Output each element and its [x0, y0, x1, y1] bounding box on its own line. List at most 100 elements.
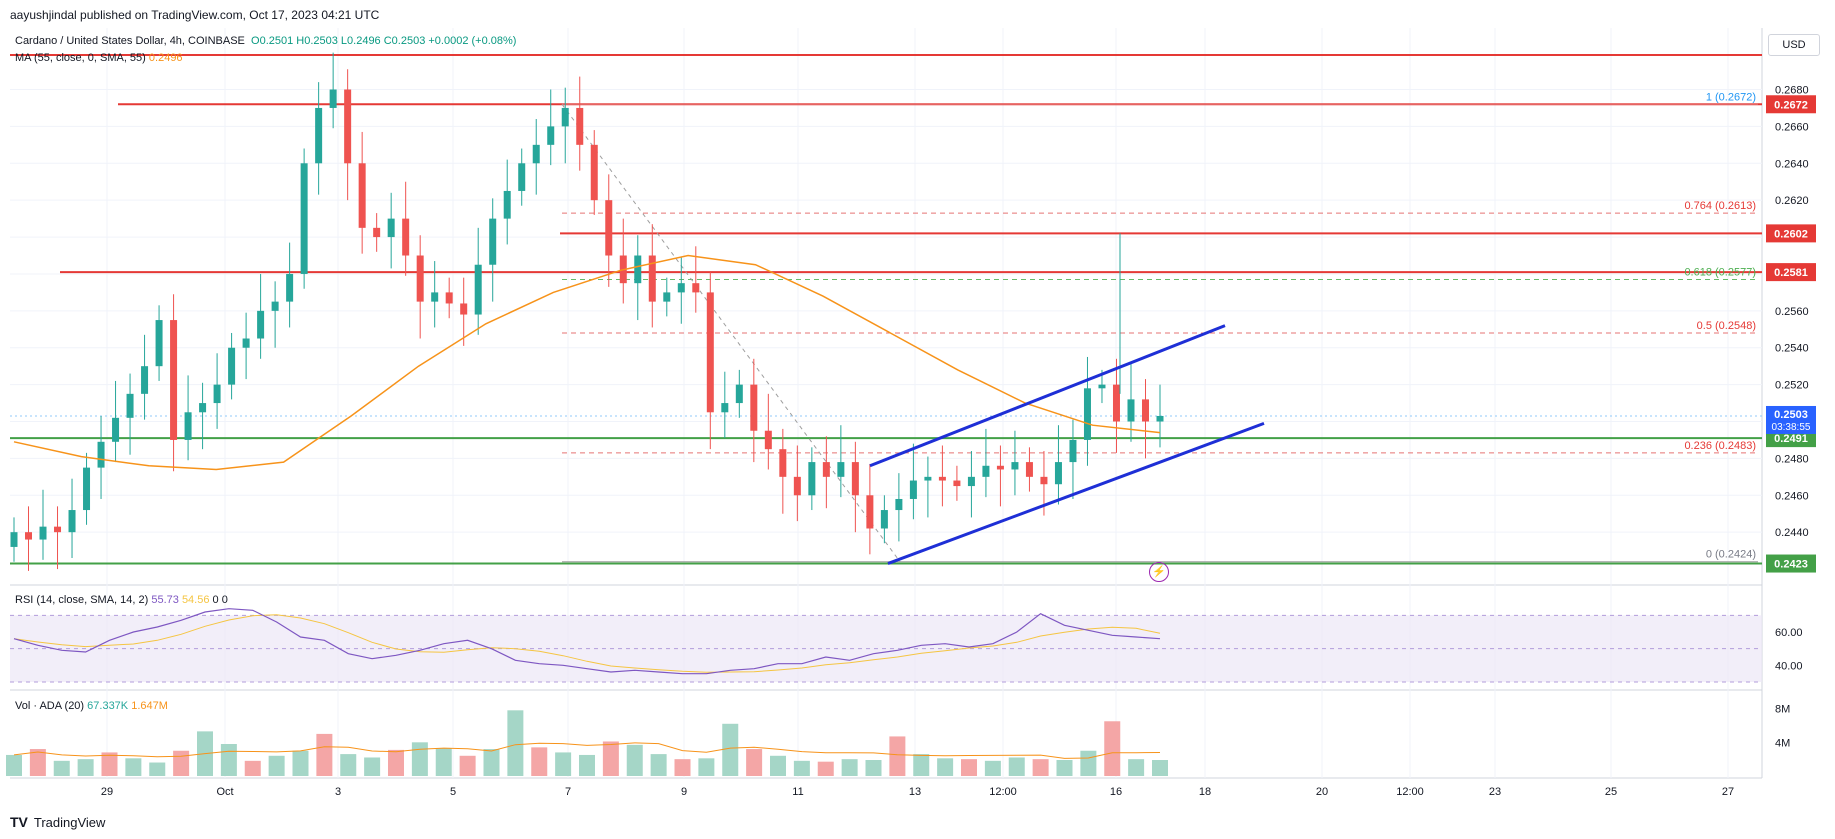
x-tick-label: 11 — [792, 786, 803, 798]
candle-body — [1127, 399, 1135, 422]
candle-body — [808, 462, 816, 496]
fib-level-label: 0.236 (0.2483) — [1684, 440, 1756, 452]
candle-body — [170, 320, 178, 440]
candle-body — [228, 347, 236, 385]
volume-ma-line — [13, 742, 1161, 759]
candle-body — [851, 462, 859, 496]
candle-body — [402, 218, 410, 256]
volume-ma-value: 1.647M — [131, 700, 168, 712]
candle-body — [68, 510, 76, 533]
candle-body — [329, 89, 337, 108]
volume-bar — [746, 749, 763, 776]
tradingview-logo-icon: TV — [10, 814, 28, 830]
candle-body — [663, 292, 671, 302]
rsi-value: 55.73 — [151, 594, 179, 606]
published-by: aayushjindal published on TradingView.co… — [10, 8, 380, 22]
currency-button[interactable]: USD — [1768, 34, 1820, 56]
resistance-price-label: 0.2602 — [1774, 228, 1808, 240]
candle-body — [387, 218, 395, 238]
volume-bar — [268, 755, 285, 776]
candle-body — [286, 273, 294, 302]
rsi-label: RSI (14, close, SMA, 14, 2) — [15, 594, 149, 606]
candle-body — [213, 384, 221, 404]
rsi-line — [13, 608, 1161, 675]
x-tick-label: 3 — [335, 786, 341, 798]
candle-body — [10, 532, 18, 547]
candle-body — [547, 126, 555, 145]
rsi-extra: 0 0 — [212, 594, 228, 606]
candle-body — [1112, 384, 1120, 422]
resistance-price-label: 0.2672 — [1774, 99, 1808, 111]
candle-body — [996, 465, 1004, 470]
volume-bar — [913, 754, 930, 776]
candle-body — [561, 107, 569, 127]
volume-legend[interactable]: Vol · ADA (20) 67.337K 1.647M — [15, 700, 168, 712]
ma-legend[interactable]: MA (55, close, 0, SMA, 55) 0.2496 — [15, 52, 183, 64]
volume-bar — [77, 759, 94, 776]
rsi-legend[interactable]: RSI (14, close, SMA, 14, 2) 55.73 54.56 … — [15, 594, 228, 606]
volume-bar — [149, 762, 166, 776]
x-tick-label: 20 — [1316, 786, 1328, 798]
volume-bar — [865, 760, 882, 776]
candle-body — [1141, 399, 1149, 422]
ma-label: MA (55, close, 0, SMA, 55) — [15, 52, 146, 64]
volume-bar — [674, 759, 691, 776]
candle-body — [416, 255, 424, 302]
candle-body — [112, 417, 120, 442]
candle-body — [199, 403, 207, 413]
volume-bar — [937, 758, 954, 776]
candle-body — [793, 476, 801, 496]
candle-body — [822, 462, 830, 477]
candle-body — [39, 526, 47, 540]
candle-body — [271, 301, 279, 311]
candle-body — [895, 498, 903, 511]
y-tick-label: 0.2620 — [1775, 195, 1809, 207]
tradingview-brand[interactable]: TV TradingView — [10, 814, 105, 830]
candle-body — [924, 476, 932, 481]
volume-bar — [1008, 757, 1025, 776]
candle-body — [634, 255, 642, 284]
volume-label: Vol · ADA (20) — [15, 700, 85, 712]
candle-body — [1069, 439, 1077, 463]
y-tick-label: 0.2660 — [1775, 121, 1809, 133]
candle-body — [1011, 462, 1019, 470]
fib-level-label: 0.618 (0.2577) — [1684, 266, 1756, 278]
volume-bar — [411, 742, 428, 776]
x-tick-label: 13 — [909, 786, 921, 798]
candle-body — [83, 467, 91, 511]
y-tick-label: 0.2480 — [1775, 453, 1809, 465]
candle-body — [431, 292, 439, 302]
candle-body — [1098, 384, 1106, 389]
resistance-price-tag — [1766, 95, 1816, 114]
candle-body — [184, 412, 192, 440]
candle-body — [692, 283, 700, 293]
last-price-tag — [1766, 405, 1816, 434]
volume-bar — [770, 755, 786, 776]
volume-bar — [173, 750, 190, 776]
candle-body — [503, 190, 511, 219]
y-tick-label: 0.2560 — [1775, 306, 1809, 318]
rsi-tick-label: 40.00 — [1775, 660, 1803, 672]
candle-body — [938, 476, 946, 481]
volume-bar — [722, 723, 739, 776]
volume-bar — [698, 758, 715, 776]
candle-body — [141, 366, 149, 394]
candle-body — [257, 310, 265, 339]
candle-body — [126, 393, 134, 418]
lightning-icon[interactable]: ⚡ — [1149, 562, 1169, 582]
candle-body — [590, 144, 598, 201]
y-tick-label: 0.2520 — [1775, 380, 1809, 392]
candle-body — [1025, 462, 1033, 477]
candle-body — [242, 338, 250, 348]
volume-bar — [961, 759, 977, 776]
volume-bar — [1032, 759, 1049, 776]
fib-level-label: 0.5 (0.2548) — [1697, 320, 1756, 332]
candle-body — [880, 510, 888, 529]
ma-value: 0.2496 — [148, 52, 183, 64]
support-price-tag — [1766, 554, 1816, 573]
x-tick-label: 7 — [565, 786, 571, 798]
resistance-price-tag — [1766, 224, 1816, 243]
fib-level-label: 0 (0.2424) — [1706, 549, 1756, 561]
candle-body — [1156, 415, 1164, 422]
